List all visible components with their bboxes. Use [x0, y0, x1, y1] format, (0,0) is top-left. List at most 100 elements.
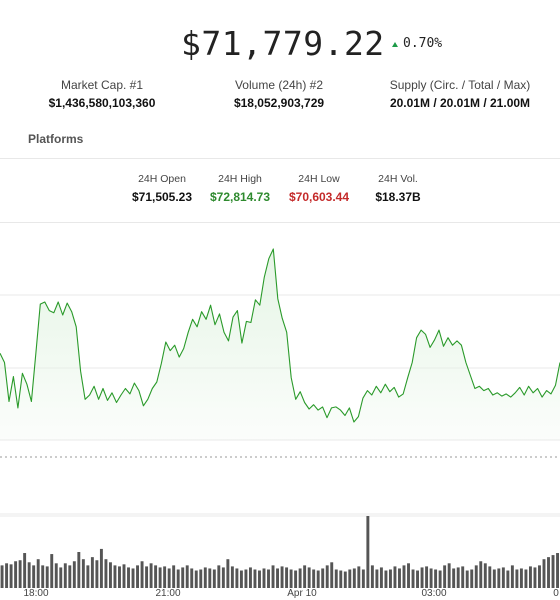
volume-bar — [307, 567, 311, 588]
volume-bar — [375, 569, 379, 588]
volume-bar — [438, 570, 442, 588]
volume-bar — [248, 567, 252, 588]
volume-bar — [325, 565, 329, 588]
volume-bar — [312, 569, 316, 588]
volume-bar — [63, 563, 67, 588]
volume-label: Volume (24h) #2 — [234, 78, 324, 92]
low-stat: 24H Low $70,603.44 — [277, 173, 361, 205]
volume-bar — [447, 563, 451, 588]
volume-bar — [352, 568, 356, 588]
volume-bar — [136, 565, 139, 588]
vol-label: 24H Vol. — [378, 173, 418, 185]
volume-bar — [212, 569, 216, 588]
volume-bar — [343, 571, 347, 588]
volume-bar — [393, 566, 397, 588]
volume-bar — [348, 569, 352, 588]
volume-bar — [190, 568, 194, 588]
volume-bar — [479, 561, 483, 588]
supply-stat: Supply (Circ. / Total / Max) 20.01M / 20… — [380, 78, 540, 111]
volume-bar — [185, 565, 189, 588]
volume-bar — [501, 567, 505, 588]
volume-bar — [90, 557, 94, 588]
vol-value: $18.37B — [375, 190, 421, 204]
volume-bar — [239, 570, 243, 588]
vol-stat: 24H Vol. $18.37B — [356, 173, 440, 205]
volume-bar — [402, 565, 406, 588]
volume-bar — [289, 569, 293, 588]
section-divider — [0, 158, 560, 159]
volume-bar — [95, 560, 99, 588]
volume-bar — [23, 553, 27, 588]
volume-bar — [303, 565, 307, 588]
high-value: $72,814.73 — [209, 190, 271, 204]
volume-bar — [379, 567, 383, 588]
volume-bar — [262, 568, 266, 588]
volume-bar — [194, 570, 198, 588]
volume-bar — [330, 562, 334, 588]
volume-bar — [425, 566, 429, 588]
volume-bar — [276, 568, 279, 588]
volume-bar — [131, 568, 135, 588]
volume-bar — [0, 565, 4, 588]
volume-bar — [36, 559, 40, 588]
volume-bar — [149, 563, 153, 588]
volume-bar — [506, 570, 510, 588]
volume-value: $18,052,903,729 — [233, 96, 325, 110]
high-stat: 24H High $72,814.73 — [198, 173, 282, 205]
volume-bar — [488, 566, 492, 588]
volume-bar — [54, 563, 58, 588]
high-label: 24H High — [218, 173, 262, 185]
platforms-heading[interactable]: Platforms — [28, 132, 84, 146]
volume-bar — [99, 548, 103, 588]
volume-bar — [388, 569, 392, 588]
x-tick-label: Apr 10 — [287, 588, 317, 599]
volume-bar — [370, 565, 374, 588]
volume-bar — [524, 569, 528, 588]
volume-bar — [551, 555, 555, 588]
volume-bar — [538, 565, 541, 588]
volume-bar — [77, 552, 81, 588]
volume-bar — [492, 569, 496, 588]
price-chart[interactable] — [0, 222, 560, 588]
volume-bar — [50, 554, 54, 588]
volume-bar — [176, 569, 180, 588]
open-label: 24H Open — [138, 173, 186, 185]
volume-bar — [244, 569, 248, 588]
low-label: 24H Low — [298, 173, 340, 185]
volume-bar — [361, 569, 365, 588]
volume-bar — [86, 565, 90, 588]
open-stat: 24H Open $71,505.23 — [120, 173, 204, 205]
volume-bar — [81, 559, 85, 588]
volume-bar — [298, 568, 302, 588]
volume-bar — [154, 565, 158, 588]
volume-bar — [357, 566, 361, 588]
volume-bar — [18, 560, 22, 588]
volume-bar — [334, 569, 338, 588]
volume-bar — [127, 567, 130, 588]
volume-bar — [528, 566, 532, 588]
market-cap-stat: Market Cap. #1 $1,436,580,103,360 — [42, 78, 162, 111]
volume-bar — [483, 563, 487, 588]
volume-bar — [235, 568, 239, 588]
volume-bar — [217, 565, 221, 588]
volume-bar — [5, 563, 9, 588]
volume-bar — [411, 569, 415, 588]
x-axis: 18:00 21:00 Apr 10 03:00 0 — [0, 588, 560, 600]
volume-bar — [14, 561, 18, 588]
volume-bar — [145, 566, 149, 588]
volume-bar — [321, 568, 325, 588]
volume-bar — [542, 559, 546, 588]
x-tick-label: 21:00 — [155, 588, 181, 599]
volume-bar — [407, 563, 410, 588]
volume-bar — [271, 565, 275, 588]
volume-bar — [118, 566, 121, 588]
volume-bar — [140, 561, 144, 588]
volume-bar — [510, 565, 514, 588]
volume-bar — [27, 562, 31, 588]
volume-bar — [429, 568, 433, 588]
volume-bar — [515, 569, 519, 588]
volume-bar — [203, 567, 207, 588]
volume-bar — [258, 570, 261, 588]
price-change: 0.70% — [392, 36, 442, 52]
triangle-up-icon — [392, 41, 398, 47]
